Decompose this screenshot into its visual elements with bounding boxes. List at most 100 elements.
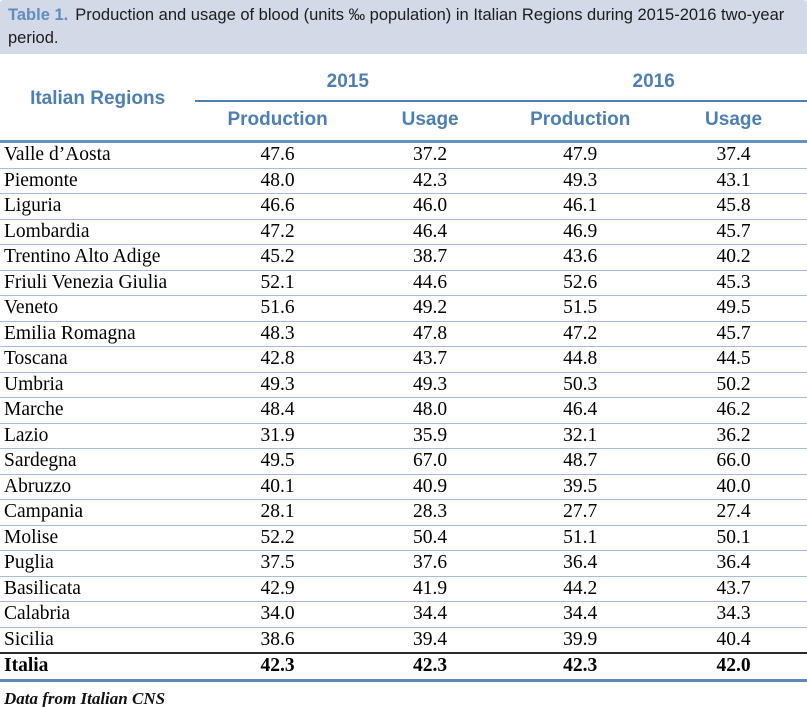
table-row: Toscana 42.8 43.7 44.8 44.5: [0, 346, 807, 373]
table-row: Piemonte 48.0 42.3 49.3 43.1: [0, 168, 807, 195]
table-caption-text: Production and usage of blood (units ‰ p…: [8, 6, 785, 47]
sub-header-row: Production Usage Production Usage: [0, 101, 807, 144]
value-cell: 46.4: [359, 219, 501, 246]
table-caption-label: Table 1.: [8, 6, 69, 24]
value-cell: 39.4: [359, 627, 501, 654]
value-cell: 36.4: [660, 550, 807, 577]
value-cell: 42.8: [195, 346, 360, 373]
value-cell: 47.6: [195, 141, 360, 169]
value-cell: 47.2: [195, 219, 360, 246]
table-row: Calabria 34.0 34.4 34.4 34.3: [0, 601, 807, 628]
value-cell: 40.1: [195, 474, 360, 501]
region-name: Campania: [0, 499, 196, 526]
value-cell: 52.1: [195, 270, 360, 297]
value-cell: 28.3: [359, 499, 501, 526]
region-name: Puglia: [0, 550, 196, 577]
table-row: Lombardia 47.2 46.4 46.9 45.7: [0, 219, 807, 246]
value-cell: 38.7: [359, 244, 501, 271]
value-cell: 46.2: [660, 397, 807, 424]
value-cell: 46.1: [500, 193, 661, 220]
value-cell: 51.5: [500, 295, 661, 322]
table-row: Valle d’Aosta 47.6 37.2 47.9 37.4: [0, 141, 807, 169]
value-cell: 51.1: [500, 525, 661, 552]
table-row: Campania 28.1 28.3 27.7 27.4: [0, 499, 807, 526]
value-cell: 41.9: [359, 576, 501, 603]
value-cell: 66.0: [660, 448, 807, 475]
value-cell: 46.6: [195, 193, 360, 220]
value-cell: 43.7: [660, 576, 807, 603]
value-cell: 52.2: [195, 525, 360, 552]
table-row: Abruzzo 40.1 40.9 39.5 40.0: [0, 474, 807, 501]
region-name: Molise: [0, 525, 196, 552]
value-cell: 49.5: [660, 295, 807, 322]
value-cell: 42.0: [660, 652, 807, 682]
region-name: Emilia Romagna: [0, 321, 196, 348]
value-cell: 36.4: [500, 550, 661, 577]
value-cell: 37.6: [359, 550, 501, 577]
value-cell: 34.4: [500, 601, 661, 628]
region-name: Friuli Venezia Giulia: [0, 270, 196, 297]
table-row: Marche 48.4 48.0 46.4 46.2: [0, 397, 807, 424]
table-row: Lazio 31.9 35.9 32.1 36.2: [0, 423, 807, 450]
region-name: Sardegna: [0, 448, 196, 475]
region-name: Liguria: [0, 193, 196, 220]
value-cell: 44.2: [500, 576, 661, 603]
table-row: Puglia 37.5 37.6 36.4 36.4: [0, 550, 807, 577]
value-cell: 49.3: [359, 372, 501, 399]
value-cell: 37.5: [195, 550, 360, 577]
value-cell: 51.6: [195, 295, 360, 322]
region-name: Italia: [0, 652, 196, 682]
value-cell: 34.4: [359, 601, 501, 628]
value-cell: 50.4: [359, 525, 501, 552]
value-cell: 42.3: [195, 652, 360, 682]
value-cell: 42.3: [500, 652, 661, 682]
value-cell: 47.8: [359, 321, 501, 348]
value-cell: 48.3: [195, 321, 360, 348]
value-cell: 39.9: [500, 627, 661, 654]
value-cell: 46.9: [500, 219, 661, 246]
value-cell: 47.9: [500, 141, 661, 169]
value-cell: 48.0: [359, 397, 501, 424]
value-cell: 44.6: [359, 270, 501, 297]
data-source-note: Data from Italian CNS: [4, 688, 166, 707]
value-cell: 34.3: [660, 601, 807, 628]
value-cell: 34.0: [195, 601, 360, 628]
value-cell: 37.4: [660, 141, 807, 169]
value-cell: 42.9: [195, 576, 360, 603]
value-cell: 47.2: [500, 321, 661, 348]
value-cell: 40.9: [359, 474, 501, 501]
value-cell: 45.3: [660, 270, 807, 297]
value-cell: 45.7: [660, 321, 807, 348]
blood-production-usage-table: Italian Regions 2015 2016 Production Usa…: [0, 66, 807, 682]
value-cell: 45.2: [195, 244, 360, 271]
column-header-year-2015: 2015: [195, 66, 501, 103]
value-cell: 48.7: [500, 448, 661, 475]
value-cell: 45.8: [660, 193, 807, 220]
value-cell: 49.2: [359, 295, 501, 322]
value-cell: 27.4: [660, 499, 807, 526]
value-cell: 42.3: [359, 652, 501, 682]
region-name: Abruzzo: [0, 474, 196, 501]
value-cell: 31.9: [195, 423, 360, 450]
region-name: Valle d’Aosta: [0, 141, 196, 169]
region-name: Piemonte: [0, 168, 196, 195]
value-cell: 50.3: [500, 372, 661, 399]
value-cell: 43.1: [660, 168, 807, 195]
table-row: Trentino Alto Adige 45.2 38.7 43.6 40.2: [0, 244, 807, 271]
column-header-usage-2016: Usage: [660, 101, 807, 144]
value-cell: 48.0: [195, 168, 360, 195]
value-cell: 39.5: [500, 474, 661, 501]
year-header-row: Italian Regions 2015 2016: [0, 66, 807, 144]
value-cell: 42.3: [359, 168, 501, 195]
column-header-production-2016: Production: [500, 101, 661, 144]
value-cell: 44.8: [500, 346, 661, 373]
value-cell: 43.7: [359, 346, 501, 373]
region-name: Lombardia: [0, 219, 196, 246]
table-row: Emilia Romagna 48.3 47.8 47.2 45.7: [0, 321, 807, 348]
value-cell: 50.2: [660, 372, 807, 399]
table-row: Veneto 51.6 49.2 51.5 49.5: [0, 295, 807, 322]
value-cell: 27.7: [500, 499, 661, 526]
table-row: Sicilia 38.6 39.4 39.9 40.4: [0, 627, 807, 654]
table-header: Italian Regions 2015 2016 Production Usa…: [0, 66, 807, 144]
value-cell: 35.9: [359, 423, 501, 450]
